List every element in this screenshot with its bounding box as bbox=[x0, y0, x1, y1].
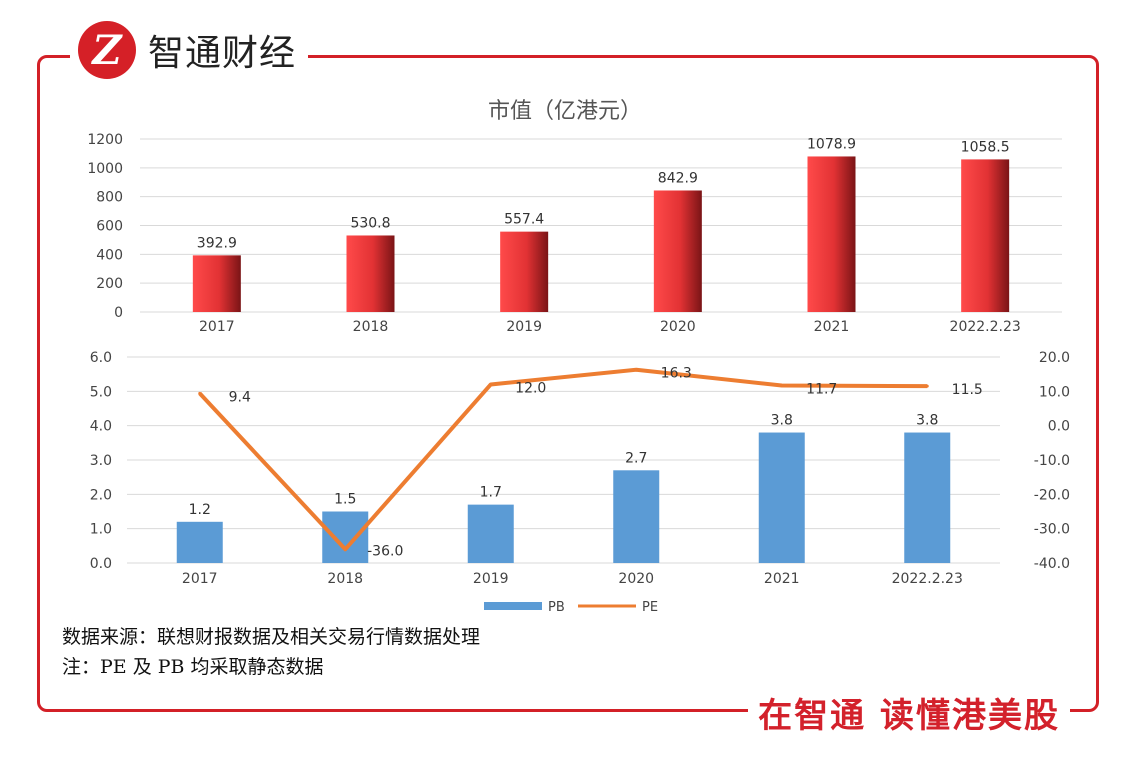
chart1-xtick-label: 2017 bbox=[199, 319, 235, 335]
chart1-ytick-label: 200 bbox=[96, 276, 123, 292]
legend-pb-label: PB bbox=[548, 600, 565, 615]
outer-frame bbox=[37, 55, 1099, 712]
chart1-data-label: 842.9 bbox=[658, 170, 698, 186]
chart1-xtick-label: 2018 bbox=[353, 319, 389, 335]
pe-point bbox=[780, 383, 784, 387]
chart2-left-ytick-label: 4.0 bbox=[90, 419, 112, 435]
pb-data-label: 1.7 bbox=[480, 485, 502, 501]
chart1-ytick-label: 0 bbox=[114, 305, 123, 321]
pb-bar bbox=[176, 521, 223, 563]
chart1-ytick-label: 600 bbox=[96, 219, 123, 235]
chart2-right-ytick-label: 10.0 bbox=[1039, 384, 1070, 400]
pe-data-label: 12.0 bbox=[515, 380, 546, 396]
logo-glyph: Z bbox=[92, 26, 122, 74]
chart2-right-ytick-label: -40.0 bbox=[1034, 556, 1070, 572]
slogan: 在智通 读懂港美股 bbox=[748, 688, 1070, 737]
chart2-xtick-label: 2017 bbox=[182, 571, 218, 587]
notes: 数据来源：联想财报数据及相关交易行情数据处理 注：PE 及 PB 均采取静态数据 bbox=[62, 622, 480, 682]
chart1-bar bbox=[653, 190, 702, 312]
chart1-xtick-label: 2022.2.23 bbox=[950, 319, 1021, 335]
pb-data-label: 2.7 bbox=[625, 450, 647, 466]
chart2-right-ytick-label: 20.0 bbox=[1039, 350, 1070, 366]
pe-data-label: 16.3 bbox=[661, 366, 692, 382]
brand-name: 智通财经 bbox=[148, 33, 297, 74]
chart2-left-ytick-label: 2.0 bbox=[90, 487, 112, 503]
chart2-right-ytick-label: -10.0 bbox=[1034, 453, 1070, 469]
chart1-data-label: 1058.5 bbox=[961, 139, 1010, 155]
pb-bar bbox=[758, 432, 805, 563]
chart1-bar bbox=[500, 231, 549, 312]
brand-logo-icon: Z bbox=[78, 21, 136, 79]
chart2-left-ytick-label: 5.0 bbox=[90, 384, 112, 400]
chart2-right-ytick-label: 0.0 bbox=[1048, 419, 1070, 435]
pe-point bbox=[198, 391, 202, 395]
chart1-data-label: 1078.9 bbox=[807, 136, 856, 152]
chart1-title: 市值（亿港元） bbox=[488, 99, 642, 124]
chart1-bar bbox=[807, 156, 856, 312]
chart2-left-ytick-label: 6.0 bbox=[90, 350, 112, 366]
pb-bar bbox=[613, 470, 660, 563]
legend-pe-label: PE bbox=[642, 600, 658, 615]
brand-header: Z 智通财经 bbox=[70, 14, 309, 86]
chart1-ytick-label: 1000 bbox=[87, 161, 123, 177]
chart1-data-label: 530.8 bbox=[350, 215, 390, 231]
chart2-xtick-label: 2021 bbox=[764, 571, 800, 587]
pe-point bbox=[489, 382, 493, 386]
chart1-bar bbox=[346, 235, 395, 312]
chart2-xtick-label: 2018 bbox=[327, 571, 363, 587]
pb-data-label: 3.8 bbox=[771, 413, 793, 429]
chart2-xtick-label: 2019 bbox=[473, 571, 509, 587]
pb-bar bbox=[904, 432, 951, 563]
chart1-data-label: 392.9 bbox=[197, 235, 237, 251]
chart1-ytick-label: 400 bbox=[96, 247, 123, 263]
chart2-xtick-label: 2022.2.23 bbox=[892, 571, 963, 587]
chart1-xtick-label: 2021 bbox=[814, 319, 850, 335]
pe-pb-note: 注：PE 及 PB 均采取静态数据 bbox=[62, 656, 324, 678]
chart2-right-ytick-label: -20.0 bbox=[1034, 487, 1070, 503]
chart2-xtick-label: 2020 bbox=[618, 571, 654, 587]
pb-bar bbox=[467, 504, 514, 563]
pe-data-label: 11.5 bbox=[952, 382, 983, 398]
chart1-ytick-label: 1200 bbox=[87, 132, 123, 148]
pb-bar bbox=[322, 511, 369, 563]
pe-point bbox=[343, 547, 347, 551]
pb-data-label: 1.5 bbox=[334, 492, 356, 508]
source-note: 数据来源：联想财报数据及相关交易行情数据处理 bbox=[62, 626, 481, 648]
pb-data-label: 1.2 bbox=[189, 502, 211, 518]
chart2-left-ytick-label: 0.0 bbox=[90, 556, 112, 572]
chart1-bar bbox=[192, 255, 241, 312]
chart1-bar bbox=[961, 159, 1010, 312]
chart2-right-ytick-label: -30.0 bbox=[1034, 522, 1070, 538]
pe-data-label: -36.0 bbox=[367, 543, 403, 559]
pe-point bbox=[925, 384, 929, 388]
chart1-xtick-label: 2020 bbox=[660, 319, 696, 335]
pb-data-label: 3.8 bbox=[916, 413, 938, 429]
legend-pb-swatch bbox=[484, 602, 542, 610]
chart1-ytick-label: 800 bbox=[96, 190, 123, 206]
pe-point bbox=[634, 368, 638, 372]
chart1-data-label: 557.4 bbox=[504, 212, 544, 228]
pe-data-label: 9.4 bbox=[229, 389, 251, 405]
pe-data-label: 11.7 bbox=[806, 381, 837, 397]
chart1-xtick-label: 2019 bbox=[506, 319, 542, 335]
chart2-left-ytick-label: 1.0 bbox=[90, 522, 112, 538]
chart2-left-ytick-label: 3.0 bbox=[90, 453, 112, 469]
pe-line bbox=[198, 367, 928, 552]
